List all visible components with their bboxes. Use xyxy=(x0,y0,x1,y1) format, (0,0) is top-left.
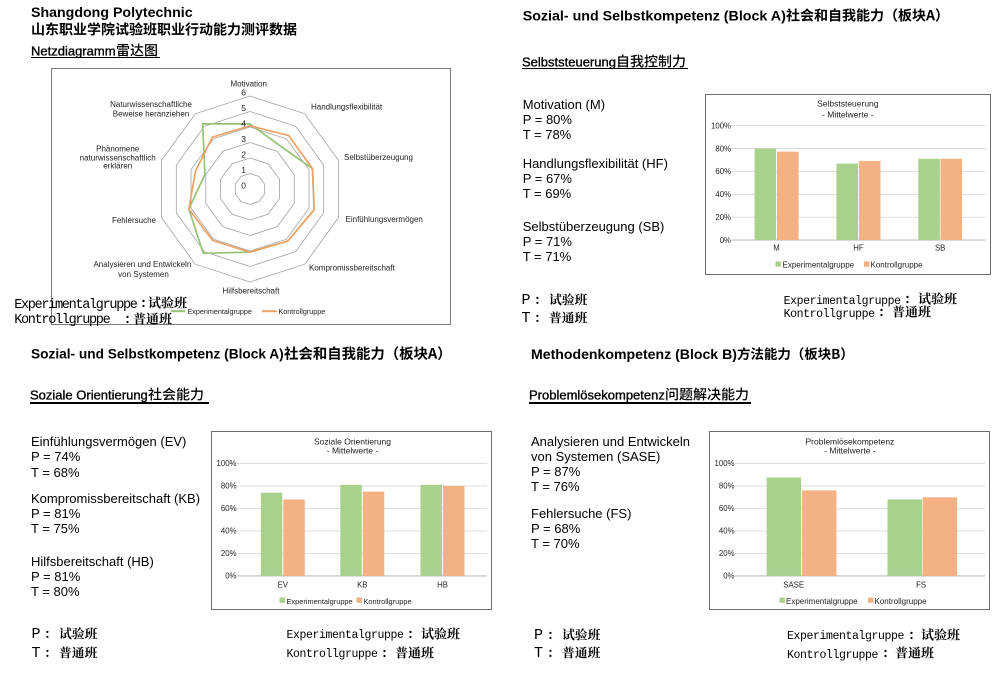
svg-text:40%: 40% xyxy=(719,526,735,535)
svg-text:- Mittelwerte -: - Mittelwerte - xyxy=(824,445,876,455)
svg-text:von Systemen: von Systemen xyxy=(118,270,169,279)
svg-text:Kontrollgruppe: Kontrollgruppe xyxy=(870,261,923,270)
svg-text:20%: 20% xyxy=(719,549,735,558)
svg-text:0%: 0% xyxy=(723,571,734,580)
svg-text:Motivation: Motivation xyxy=(230,79,266,88)
svg-text:- Mittelwerte -: - Mittelwerte - xyxy=(326,445,378,455)
svg-text:100%: 100% xyxy=(715,459,735,468)
svg-text:6: 6 xyxy=(241,88,246,98)
svg-text:1: 1 xyxy=(241,165,246,175)
svg-text:60%: 60% xyxy=(220,504,236,513)
svg-text:Problemlösekompetenz: Problemlösekompetenz xyxy=(805,436,894,446)
svg-text:Beweise heranziehen: Beweise heranziehen xyxy=(113,110,190,119)
svg-text:Kontrollgruppe: Kontrollgruppe xyxy=(279,307,326,316)
svg-text:Experimentalgruppe: Experimentalgruppe xyxy=(782,261,854,270)
svg-text:- Mittelwerte -: - Mittelwerte - xyxy=(822,109,874,119)
svg-text:80%: 80% xyxy=(220,481,236,490)
svg-text:100%: 100% xyxy=(216,459,236,468)
svg-text:4: 4 xyxy=(241,119,246,129)
svg-text:SB: SB xyxy=(934,244,944,253)
svg-text:HB: HB xyxy=(437,580,448,589)
svg-text:Handlungsflexibilität: Handlungsflexibilität xyxy=(311,103,383,112)
svg-text:FS: FS xyxy=(916,580,926,589)
svg-text:0%: 0% xyxy=(719,236,730,245)
svg-text:40%: 40% xyxy=(220,526,236,535)
svg-text:erklären: erklären xyxy=(103,162,132,171)
svg-text:0: 0 xyxy=(241,181,246,191)
svg-text:Kompromissbereitschaft: Kompromissbereitschaft xyxy=(309,264,396,273)
svg-text:20%: 20% xyxy=(220,549,236,558)
svg-text:naturwissenschaftlich: naturwissenschaftlich xyxy=(80,154,156,163)
svg-text:5: 5 xyxy=(241,103,246,113)
svg-text:60%: 60% xyxy=(715,167,731,176)
svg-text:Experimentalgruppe: Experimentalgruppe xyxy=(286,596,352,605)
svg-text:Phänomene: Phänomene xyxy=(96,145,140,154)
svg-text:40%: 40% xyxy=(715,190,731,199)
svg-text:Selbststeuerung: Selbststeuerung xyxy=(817,99,879,109)
svg-text:Kontrollgruppe: Kontrollgruppe xyxy=(875,596,928,605)
svg-text:3: 3 xyxy=(241,134,246,144)
svg-text:Hilfsbereitschaft: Hilfsbereitschaft xyxy=(223,286,281,295)
svg-text:M: M xyxy=(773,244,780,253)
svg-text:Fehlersuche: Fehlersuche xyxy=(112,216,157,225)
svg-text:KB: KB xyxy=(357,580,367,589)
svg-text:Selbstüberzeugung: Selbstüberzeugung xyxy=(344,153,413,162)
svg-text:0%: 0% xyxy=(225,571,236,580)
svg-text:Experimentalgruppe: Experimentalgruppe xyxy=(188,307,252,316)
svg-text:Einfühlungsvermögen: Einfühlungsvermögen xyxy=(346,215,423,224)
svg-text:HF: HF xyxy=(853,244,864,253)
svg-text:Soziale Orientierung: Soziale Orientierung xyxy=(313,436,390,446)
svg-text:2: 2 xyxy=(241,150,246,160)
svg-text:Experimentalgruppe: Experimentalgruppe xyxy=(786,596,858,605)
svg-text:EV: EV xyxy=(277,580,288,589)
svg-text:20%: 20% xyxy=(715,213,731,222)
svg-text:Kontrollgruppe: Kontrollgruppe xyxy=(363,596,411,605)
svg-text:80%: 80% xyxy=(715,144,731,153)
svg-text:100%: 100% xyxy=(711,121,731,130)
svg-text:80%: 80% xyxy=(719,481,735,490)
svg-text:Naturwissenschaftliche: Naturwissenschaftliche xyxy=(110,100,192,109)
svg-text:Analysieren und Entwickeln: Analysieren und Entwickeln xyxy=(93,260,191,269)
svg-text:SASE: SASE xyxy=(783,580,804,589)
svg-text:60%: 60% xyxy=(719,504,735,513)
